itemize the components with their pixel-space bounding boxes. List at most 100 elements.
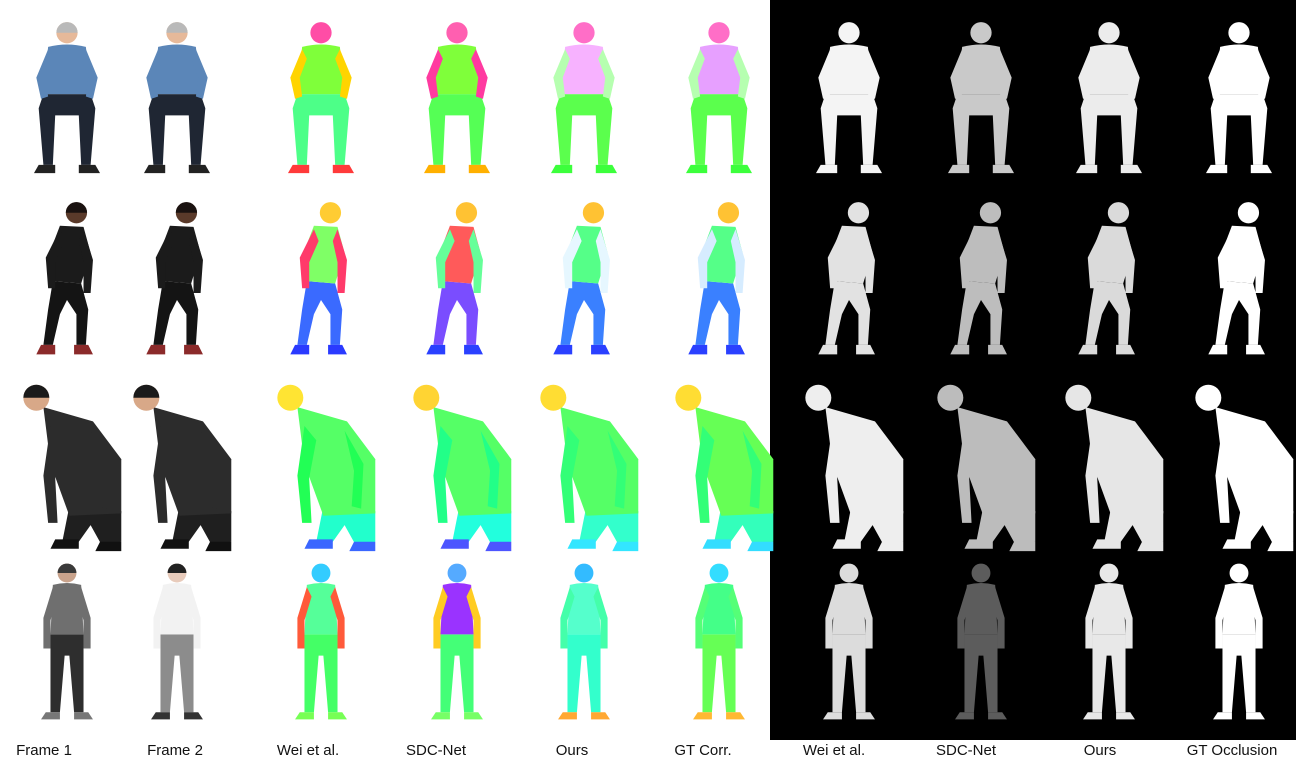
hair-shape (175, 202, 198, 213)
figure-silhouette (950, 202, 1007, 355)
shoes-shape (693, 712, 745, 720)
torso-shape (702, 583, 736, 635)
head-shape (805, 384, 832, 411)
legs-shape (964, 634, 998, 713)
torso-shape (825, 44, 873, 95)
legs-shape (714, 506, 774, 547)
occlusion-ours-seated-man (1050, 10, 1168, 190)
right-arm-shape (90, 430, 110, 509)
correspondence-ours-bending-man (525, 375, 643, 555)
shoes-shape (160, 539, 232, 552)
occlusion-wei-seated-man (790, 10, 908, 190)
shoes-shape (818, 344, 875, 355)
head-shape (847, 202, 870, 224)
figure-silhouette (685, 22, 753, 174)
caption-frame-2: Frame 2 (147, 742, 203, 759)
figure-silhouette (1205, 22, 1273, 174)
hair-shape (167, 563, 187, 574)
torso-shape (567, 583, 601, 635)
occlusion-wei-crouching-woman (790, 190, 908, 370)
frame-1-image-bending-man (8, 375, 126, 555)
left-arm-shape (818, 49, 835, 99)
shoes-shape (50, 539, 122, 552)
right-arm-shape (995, 49, 1012, 99)
shoes-shape (287, 164, 355, 174)
legs-shape (976, 506, 1036, 547)
figure-silhouette (146, 202, 203, 355)
frame-1-image-crouching-woman (8, 190, 126, 370)
left-arm-shape (959, 229, 979, 289)
shoes-shape (440, 539, 512, 552)
head-shape (455, 202, 478, 224)
right-arm-shape (78, 229, 93, 293)
head-shape (839, 563, 859, 583)
figure-silhouette (823, 563, 875, 720)
figure-silhouette (431, 563, 483, 720)
head-shape (310, 22, 332, 44)
right-arm-shape (990, 587, 1005, 649)
left-arm-shape (1085, 587, 1100, 649)
head-shape (319, 202, 342, 224)
head-shape (413, 384, 440, 411)
right-arm-shape (872, 430, 892, 509)
shoes-shape (823, 712, 875, 720)
legs-shape (304, 634, 338, 713)
left-arm-shape (688, 49, 705, 99)
torso-shape (304, 583, 338, 635)
figure-silhouette (295, 563, 347, 720)
left-arm-shape (153, 587, 168, 649)
figure-silhouette (815, 22, 883, 174)
figure-silhouette (277, 384, 376, 552)
left-arm-shape (827, 229, 847, 289)
head-shape (582, 202, 605, 224)
frame-1-image-seated-man (8, 10, 126, 190)
left-arm-shape (562, 229, 582, 289)
figure-silhouette (675, 384, 774, 552)
head-shape (1195, 384, 1222, 411)
shoes-shape (146, 344, 203, 355)
shoes-shape (950, 344, 1007, 355)
correspondence-wei-crouching-woman (262, 190, 380, 370)
occlusion-wei-walking-woman (790, 555, 908, 735)
shoes-shape (553, 344, 610, 355)
shoes-shape (295, 712, 347, 720)
legs-shape (428, 94, 486, 165)
legs-shape (160, 634, 194, 713)
left-arm-shape (297, 587, 312, 649)
right-arm-shape (81, 49, 98, 99)
hair-shape (56, 22, 78, 33)
right-arm-shape (1262, 430, 1282, 509)
figure-silhouette (1195, 384, 1294, 552)
right-arm-shape (191, 49, 208, 99)
legs-shape (579, 506, 639, 547)
shoes-shape (36, 344, 93, 355)
legs-shape (555, 94, 613, 165)
head-shape (1065, 384, 1092, 411)
head-shape (979, 202, 1002, 224)
occlusion-gt-walking-woman (1180, 555, 1296, 735)
shoes-shape (1078, 344, 1135, 355)
shoes-shape (41, 712, 93, 720)
figure-silhouette (287, 22, 355, 174)
head-shape (675, 384, 702, 411)
left-arm-shape (1078, 49, 1095, 99)
figure-silhouette (1065, 384, 1164, 552)
shoes-shape (688, 344, 745, 355)
left-arm-shape (560, 587, 575, 649)
left-arm-shape (560, 426, 580, 523)
figure-silhouette (540, 384, 639, 552)
shoes-shape (290, 344, 347, 355)
left-arm-shape (153, 426, 173, 523)
left-arm-shape (957, 587, 972, 649)
hair-shape (133, 384, 160, 398)
figure-silhouette (33, 22, 101, 174)
legs-shape (825, 281, 871, 345)
head-shape (708, 22, 730, 44)
caption-corr-wei: Wei et al. (276, 742, 340, 759)
legs-shape (952, 94, 1010, 165)
head-shape (1099, 563, 1119, 583)
head-shape (709, 563, 729, 583)
left-arm-shape (43, 587, 58, 649)
figure-silhouette (36, 202, 93, 355)
